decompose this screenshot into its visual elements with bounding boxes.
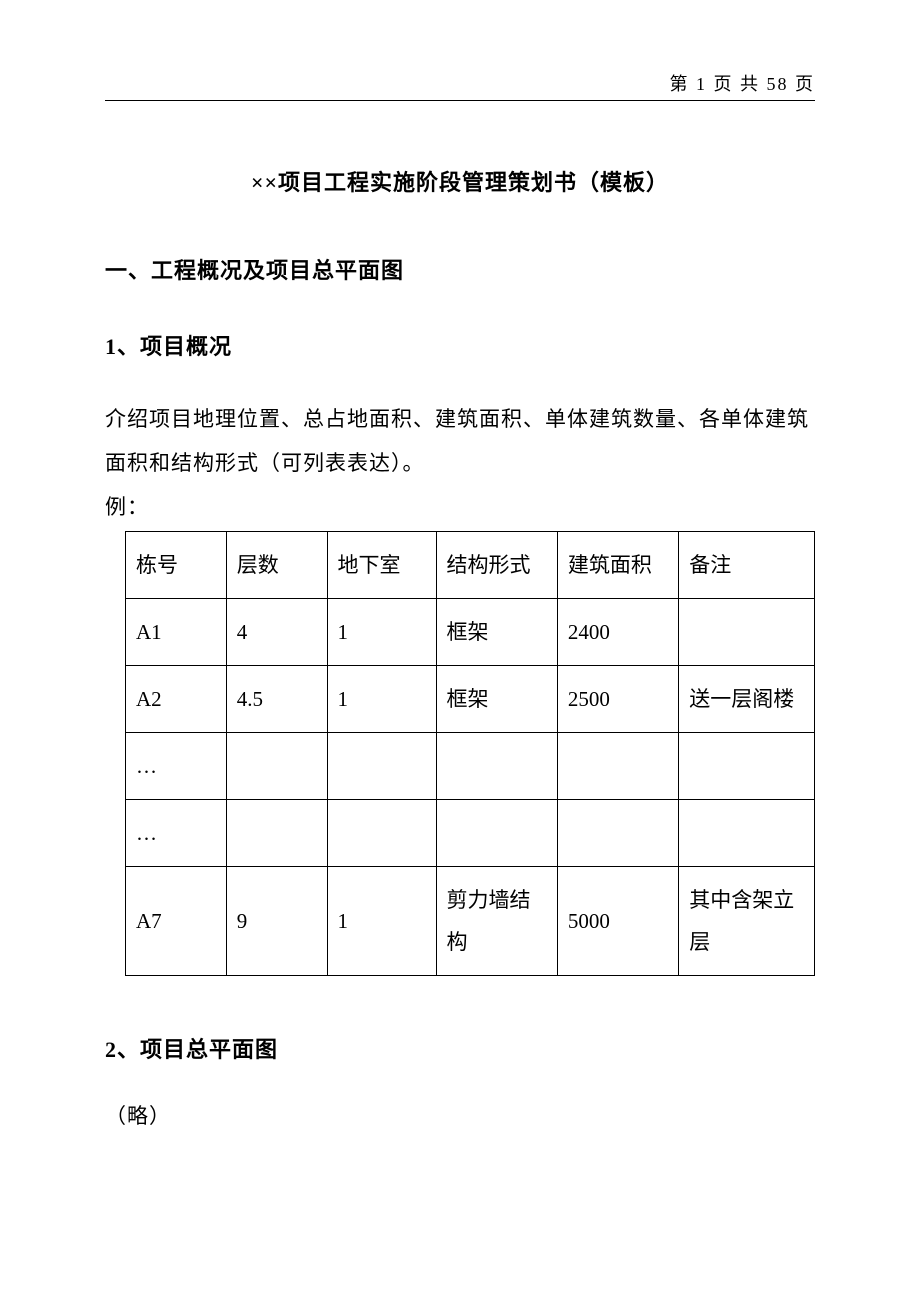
table-header-cell: 建筑面积 xyxy=(557,532,678,599)
document-title: ××项目工程实施阶段管理策划书（模板） xyxy=(105,165,815,197)
table-cell: 框架 xyxy=(436,599,557,666)
table-row: A2 4.5 1 框架 2500 送一层阁楼 xyxy=(126,666,815,733)
table-cell xyxy=(679,733,815,800)
page-number: 第 1 页 共 58 页 xyxy=(670,70,816,96)
table-cell: 5000 xyxy=(557,867,678,976)
subsection-1-1-heading: 1、项目概况 xyxy=(105,329,815,361)
table-cell xyxy=(436,733,557,800)
table-cell: A7 xyxy=(126,867,227,976)
table-cell xyxy=(679,599,815,666)
table-cell: 框架 xyxy=(436,666,557,733)
table-cell xyxy=(327,800,436,867)
subsection-1-2-heading: 2、项目总平面图 xyxy=(105,1032,815,1064)
table-cell: 1 xyxy=(327,599,436,666)
table-cell xyxy=(557,800,678,867)
table-cell xyxy=(557,733,678,800)
table-header-row: 栋号 层数 地下室 结构形式 建筑面积 备注 xyxy=(126,532,815,599)
table-header-cell: 备注 xyxy=(679,532,815,599)
table-row: … xyxy=(126,733,815,800)
table-cell: 剪力墙结构 xyxy=(436,867,557,976)
example-label: 例： xyxy=(105,491,815,521)
table-cell: 1 xyxy=(327,867,436,976)
table-cell: 9 xyxy=(226,867,327,976)
section-1-heading: 一、工程概况及项目总平面图 xyxy=(105,253,815,285)
table-cell: … xyxy=(126,733,227,800)
header-rule xyxy=(105,100,815,101)
table-cell: 1 xyxy=(327,666,436,733)
table-cell: 送一层阁楼 xyxy=(679,666,815,733)
table-cell xyxy=(436,800,557,867)
table-row: A1 4 1 框架 2400 xyxy=(126,599,815,666)
page-content: ××项目工程实施阶段管理策划书（模板） 一、工程概况及项目总平面图 1、项目概况… xyxy=(105,165,815,1130)
table-cell: A2 xyxy=(126,666,227,733)
table-cell: 4.5 xyxy=(226,666,327,733)
table-cell xyxy=(226,800,327,867)
table-cell: 4 xyxy=(226,599,327,666)
table-cell: 其中含架立层 xyxy=(679,867,815,976)
project-summary-table: 栋号 层数 地下室 结构形式 建筑面积 备注 A1 4 1 框架 2400 A2… xyxy=(125,531,815,976)
table-cell: … xyxy=(126,800,227,867)
table-row: A7 9 1 剪力墙结构 5000 其中含架立层 xyxy=(126,867,815,976)
table-cell: 2400 xyxy=(557,599,678,666)
table-cell xyxy=(226,733,327,800)
table-header-cell: 地下室 xyxy=(327,532,436,599)
table-header-cell: 结构形式 xyxy=(436,532,557,599)
table-header-cell: 栋号 xyxy=(126,532,227,599)
table-cell: 2500 xyxy=(557,666,678,733)
table-row: … xyxy=(126,800,815,867)
table-cell: A1 xyxy=(126,599,227,666)
subsection-1-2-body: （略） xyxy=(105,1100,815,1130)
subsection-1-1-body: 介绍项目地理位置、总占地面积、建筑面积、单体建筑数量、各单体建筑面积和结构形式（… xyxy=(105,397,815,485)
table-header-cell: 层数 xyxy=(226,532,327,599)
table-cell xyxy=(679,800,815,867)
table-cell xyxy=(327,733,436,800)
